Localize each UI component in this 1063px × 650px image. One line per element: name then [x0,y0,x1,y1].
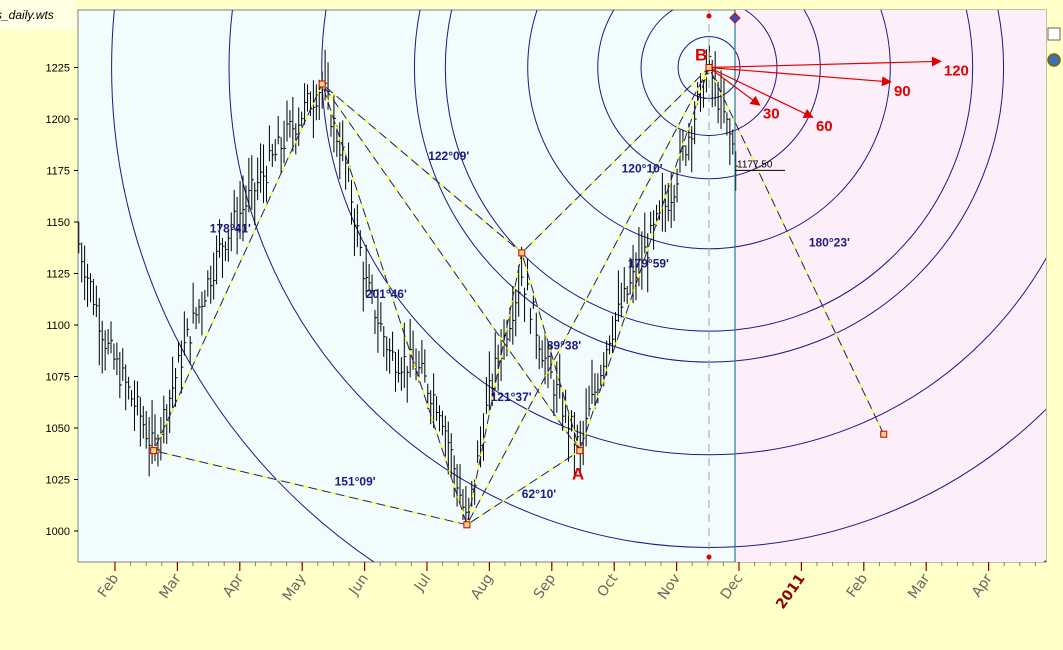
point-label-b: B [695,46,707,65]
circle-9 [111,10,1046,562]
last-price-label: 1177.50 [737,159,773,170]
angle-arrow-120 [708,56,942,69]
pattern-line-dash-2 [153,449,468,526]
y-tick-label: 1000 [46,526,70,538]
pivot-marker-target[interactable] [880,430,888,438]
pivot-marker-p1[interactable] [150,447,158,455]
future-area [735,10,1046,562]
angle-label-5: 120°10' [622,162,663,176]
pattern-line-dash-12 [466,67,710,526]
pattern-line-dash-11 [321,83,581,452]
pattern-line-dash-6 [466,450,581,526]
angle-label-6: 179°59' [628,256,669,270]
vertical-lines: 1177.50 [706,10,785,562]
circle-5 [444,10,974,332]
y-tick-label: 1200 [46,114,70,126]
arrow-label-120: 120 [944,62,969,79]
angle-label-4: 201°46' [366,287,407,301]
pivot-marker-p4[interactable] [518,249,526,257]
circle-2 [640,10,778,136]
angle-label-8: 121°37' [491,390,532,404]
pattern-line-dash-4 [321,83,523,254]
y-tick-label: 1225 [46,63,70,75]
angle-label-7: 89°38' [547,339,581,353]
angle-label-3: 122°09' [428,149,469,163]
bottom-dot [706,554,712,560]
angle-label-2: 151°09' [335,475,376,489]
pattern-lines [152,66,885,526]
price-bars [78,45,738,527]
angle-label-9: 62°10' [522,487,556,501]
angle-labels: A B 178°41' 151°09' 122°09' 201°46' 120°10' 179… [210,46,850,502]
pattern-line-dash-10 [708,67,885,435]
pivot-marker-p3[interactable] [463,521,471,529]
arrow-label-30: 30 [763,106,780,123]
point-label-a: A [572,465,584,484]
settings-icon[interactable] [1047,27,1061,41]
pivot-marker-B[interactable] [705,64,713,71]
y-tick-label: 1050 [46,423,70,435]
y-tick-label: 1175 [46,166,70,178]
angle-arrow-30 [708,67,761,106]
y-tick-label: 1025 [46,475,70,487]
angle-label-10: 180°23' [809,236,850,250]
y-tick-label: 1075 [46,372,70,384]
cursor-diamond-icon[interactable] [729,12,741,24]
circle-7 [321,10,1046,456]
pattern-line-3 [321,83,468,525]
arrow-label-60: 60 [816,118,833,135]
angle-arrow-60 [708,66,814,118]
y-tick-label: 1100 [46,320,70,332]
top-dot [706,13,712,19]
pattern-line-dash-5 [466,252,523,525]
pivot-marker-p2[interactable] [318,80,326,88]
pattern-line-dash-9 [579,67,710,451]
angle-arrows: 30 60 90 120 [708,56,969,135]
pivot-markers [150,64,888,529]
pivot-marker-A[interactable] [576,447,584,455]
file-tab[interactable] [0,0,76,30]
arrow-label-90: 90 [894,83,911,100]
globe-icon[interactable] [1047,53,1061,67]
y-axis: 1000 1025 1050 1075 1100 1125 1150 1175 1200 1225 [46,63,78,538]
file-label: s_daily.wts [0,8,54,22]
y-tick-label: 1150 [46,217,70,229]
y-tick-label: 1125 [46,269,70,281]
pattern-line-dash-8 [521,66,710,254]
angle-label-1: 178°41' [210,221,251,235]
angle-arrow-90 [708,66,892,87]
pattern-line-dash-1 [152,83,323,451]
pattern-line-dash-7 [521,252,581,451]
plot-content: 1177.50 30 60 90 120 A B 178°41' 151°09' 122°09… [78,10,1046,562]
